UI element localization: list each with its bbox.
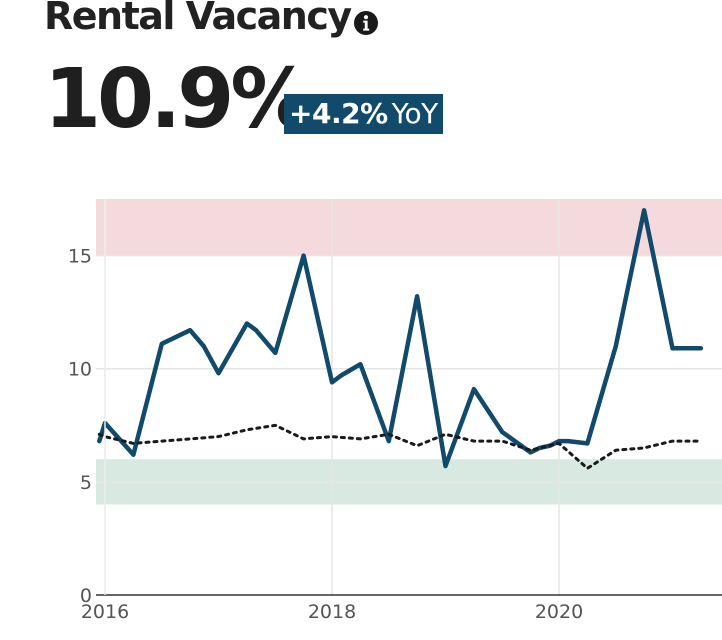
benchmark-series-line xyxy=(97,423,703,470)
vacancy-series-line xyxy=(97,208,704,469)
current-value: 10.9% xyxy=(44,52,312,147)
yoy-change-badge: +4.2% YoY xyxy=(284,94,443,134)
yoy-change-value: +4.2% xyxy=(289,97,388,130)
info-icon[interactable] xyxy=(353,10,379,36)
y-tick-label: 15 xyxy=(68,246,92,268)
x-tick-label: 2020 xyxy=(535,601,583,623)
page-title: Rental Vacancy xyxy=(44,0,352,38)
yoy-change-unit: YoY xyxy=(391,97,439,130)
x-tick-label: 2018 xyxy=(308,601,356,623)
y-tick-label: 0 xyxy=(80,585,92,607)
high-range-band xyxy=(96,199,722,256)
x-tick-label: 2016 xyxy=(81,601,129,623)
y-tick-label: 10 xyxy=(68,359,92,381)
y-tick-label: 5 xyxy=(80,472,92,494)
